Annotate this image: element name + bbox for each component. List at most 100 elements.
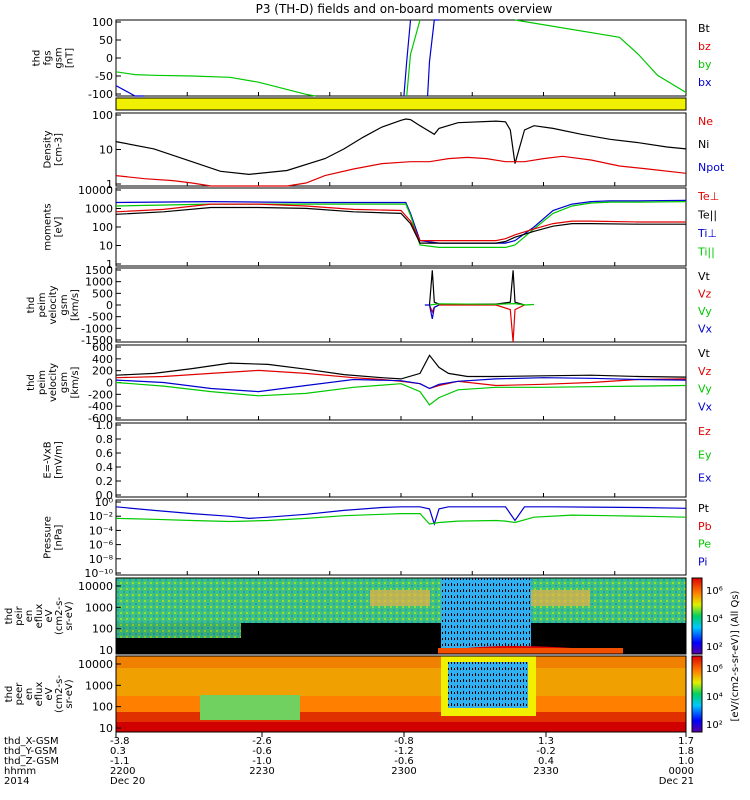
y-axis-label: gsm: [54, 47, 65, 68]
colorbar-label: [eV/(cm2-s-sr-eV)] (All Qs): [730, 590, 741, 721]
y-axis-label: [nPa]: [54, 524, 65, 550]
colorbar-tick-label: 10²: [706, 720, 723, 731]
series-Pe: [115, 513, 687, 525]
footer-row-label: thd_X-GSM: [4, 736, 59, 747]
y-axis-label: [cm-3]: [54, 133, 65, 166]
legend-entry: Ez: [698, 425, 711, 438]
colorbar-tick-label: 10⁴: [706, 692, 723, 703]
y-axis-label: sr-eV): [64, 601, 75, 630]
y-tick-label: 100: [92, 221, 113, 234]
legend-entry: Vz: [698, 288, 712, 301]
series-by: [115, 19, 687, 97]
legend-entry: Pi: [698, 555, 707, 568]
y-tick-label: 100: [92, 16, 113, 29]
separator-band: [116, 98, 686, 110]
panel-frame: [115, 499, 687, 576]
legend-entry: Vy: [698, 383, 712, 396]
y-tick-label: 10: [99, 144, 113, 157]
plot-title: P3 (TH-D) fields and on-board moments ov…: [256, 2, 553, 16]
y-tick-label: 100: [92, 623, 113, 636]
y-tick-label: 0.6: [96, 447, 114, 460]
panel-3: 10000 1000 100 10 1 moments [eV] Te⊥ Te|| Ti⊥ Ti||: [43, 184, 720, 271]
y-tick-label: 0.4: [96, 461, 114, 474]
legend-entry: Vy: [698, 305, 712, 318]
series-Vx: [424, 304, 440, 320]
y-axis-label: Pressure: [43, 516, 54, 559]
colorbar-tick-label: 10⁴: [706, 614, 723, 625]
legend-entry: Ni: [698, 138, 709, 151]
y-tick-label: 10⁻⁸: [89, 553, 114, 566]
y-axis-label: gsm: [59, 372, 70, 393]
y-tick-label: -100: [88, 88, 113, 101]
panel-frame: [115, 422, 687, 498]
y-tick-label: -600: [88, 412, 113, 425]
y-axis-label: sr-eV): [64, 679, 75, 708]
panel-frame: [115, 267, 687, 343]
legend-entry: Pt: [698, 502, 710, 515]
footer-value: -0.6: [394, 756, 414, 767]
footer-value: Dec 21: [659, 776, 694, 787]
legend-entry: Te||: [697, 209, 717, 222]
y-axis-label: eflux: [34, 604, 45, 629]
footer-value: -0.6: [252, 746, 272, 757]
colorbar: [691, 655, 703, 733]
y-tick-label: 10: [99, 240, 113, 253]
y-axis-label: [nT]: [65, 48, 76, 68]
y-axis-label: fgs: [43, 50, 54, 65]
footer-value: Dec 20: [110, 776, 145, 787]
y-tick-label: -400: [88, 400, 113, 413]
footer-value: -3.8: [110, 736, 130, 747]
footer-row-label: thd_Z-GSM: [4, 756, 59, 767]
panel-6: 1.00.80.60.40.20.0 E=-VxB [mV/m] Ez Ey Ex: [43, 419, 712, 502]
series-Vt: [115, 354, 687, 380]
y-tick-label: -200: [88, 388, 113, 401]
series-Vz: [428, 304, 525, 343]
spectrogram-peir: [116, 578, 686, 654]
footer-row-label: thd_Y-GSM: [4, 746, 57, 757]
footer-row-label: hhmm: [4, 766, 36, 777]
footer-value: 0000: [669, 766, 694, 777]
y-tick-label: -500: [88, 311, 113, 324]
footer-value: -1.0: [252, 756, 272, 767]
y-tick-label: 10⁻⁶: [89, 539, 114, 552]
y-axis-label: eflux: [34, 682, 45, 707]
panel-frame: [115, 187, 687, 267]
y-tick-label: 10: [99, 722, 113, 735]
legend-entry: Vx: [698, 323, 713, 336]
y-tick-label: 10⁻¹⁰: [84, 567, 113, 580]
footer-value: 0.3: [110, 746, 126, 757]
y-tick-label: 0: [106, 299, 113, 312]
y-tick-label: 10⁰: [95, 496, 114, 509]
y-axis-label: [km/s]: [70, 366, 81, 398]
y-axis-label: thd: [4, 608, 15, 625]
legend-entry: Vt: [698, 347, 711, 360]
footer-value: -0.2: [536, 746, 556, 757]
y-axis-label: peir: [14, 605, 25, 625]
y-tick-label: 200: [92, 365, 113, 378]
footer-value: -2.6: [252, 736, 272, 747]
spectrogram-frame-2: 10000 1000 100 10 thd peer en eflux eV (cm2-s-sr-…: [4, 655, 723, 735]
series-Vy: [115, 381, 687, 406]
y-axis-label: (cm2-s-: [54, 675, 65, 713]
y-axis-label: [eV]: [54, 217, 65, 238]
y-tick-label: 1000: [85, 203, 113, 216]
colorbar-tick-label: 10⁶: [706, 586, 723, 597]
y-tick-label: 0.8: [96, 433, 114, 446]
y-tick-label: 50: [99, 34, 113, 47]
footer-value: 1.8: [678, 746, 694, 757]
legend-entry: bx: [698, 76, 712, 89]
footer-value: 2200: [110, 766, 135, 777]
legend-entry: Vt: [698, 270, 711, 283]
panel-frame: [115, 19, 687, 97]
y-axis-label: eV: [44, 687, 55, 700]
y-tick-label: 400: [92, 353, 113, 366]
legend-entry: Ti||: [697, 246, 715, 259]
y-axis-label: peim: [37, 292, 48, 317]
legend-entry: Npot: [698, 161, 725, 174]
y-tick-label: 1000: [85, 679, 113, 692]
series-Te||: [115, 206, 686, 244]
series-Vt: [428, 270, 525, 306]
y-axis-label: velocity: [48, 363, 59, 402]
